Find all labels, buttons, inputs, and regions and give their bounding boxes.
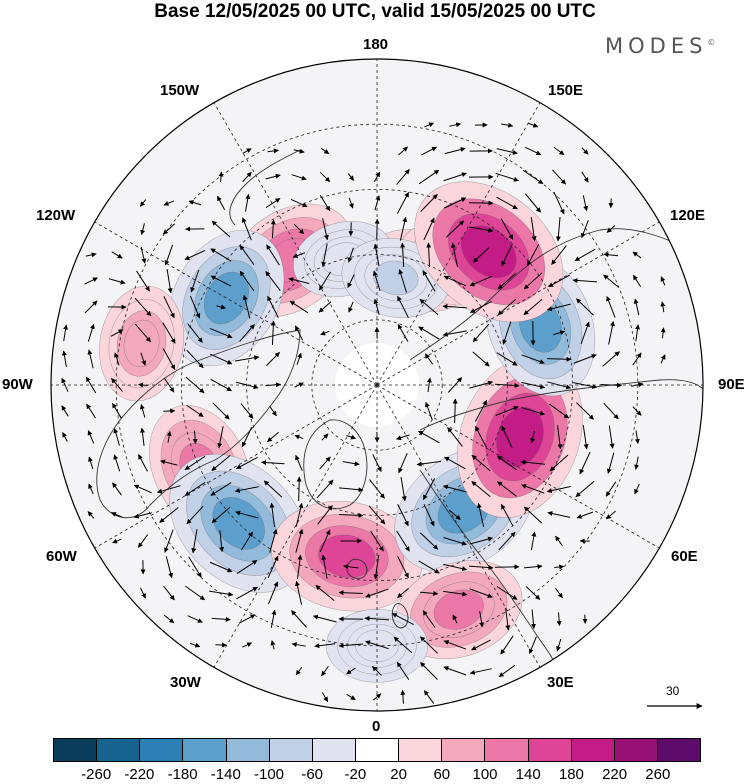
lon-label-30w: 30W — [170, 674, 201, 692]
wind-vector — [377, 219, 378, 239]
wind-vector — [455, 399, 456, 423]
lon-label-150e: 150E — [548, 82, 583, 100]
colorbar-tick-label: -20 — [345, 766, 367, 783]
colorbar-swatch — [528, 739, 571, 761]
colorbar-swatch — [139, 739, 182, 761]
wind-vector — [163, 411, 174, 412]
colorbar-tick-label: 140 — [516, 766, 541, 783]
polar-stereographic-map — [0, 0, 750, 735]
wind-vector — [299, 477, 300, 501]
colorbar-tick-label: 100 — [472, 766, 497, 783]
colorbar-tick-label: -60 — [301, 766, 323, 783]
lon-label-60e: 60E — [671, 548, 698, 566]
colorbar-tick-label: -260 — [81, 766, 111, 783]
lon-label-30e: 30E — [547, 674, 574, 692]
colorbar-swatch — [54, 739, 96, 761]
colorbar — [53, 738, 701, 762]
colorbar-tick-label: -100 — [254, 766, 284, 783]
colorbar-swatch — [226, 739, 269, 761]
colorbar-tick-label: 20 — [390, 766, 407, 783]
colorbar-swatch — [484, 739, 527, 761]
colorbar-tick-label: 180 — [559, 766, 584, 783]
lon-label-120w: 120W — [36, 207, 75, 225]
colorbar-swatch — [441, 739, 484, 761]
colorbar-tick-label: -140 — [211, 766, 241, 783]
colorbar-swatch — [355, 739, 398, 761]
reference-vector-value: 30 — [666, 684, 679, 698]
lon-label-120e: 120E — [670, 207, 705, 225]
colorbar-tick-label: 220 — [602, 766, 627, 783]
colorbar-tick-label: -220 — [124, 766, 154, 783]
colorbar-tick-label: 60 — [433, 766, 450, 783]
lon-label-60w: 60W — [46, 548, 77, 566]
colorbar-swatch — [96, 739, 139, 761]
colorbar-tick-label: 260 — [645, 766, 670, 783]
colorbar-swatch — [269, 739, 312, 761]
wind-vector — [469, 203, 493, 204]
lon-label-180: 180 — [363, 36, 388, 54]
lon-label-0: 0 — [372, 718, 380, 736]
lon-label-90e: 90E — [718, 376, 745, 394]
colorbar-swatch — [657, 739, 700, 761]
colorbar-swatch — [614, 739, 657, 761]
colorbar-swatch — [398, 739, 441, 761]
lon-label-150w: 150W — [160, 82, 199, 100]
lon-label-90w: 90W — [2, 376, 33, 394]
colorbar-swatch — [571, 739, 614, 761]
colorbar-swatch — [312, 739, 355, 761]
colorbar-ticks: -260 -220 -180 -140 -100 -60 -20 20 60 100 140 180 2… — [0, 766, 750, 784]
wind-vector — [495, 567, 519, 568]
colorbar-tick-label: -180 — [168, 766, 198, 783]
colorbar-swatch — [182, 739, 225, 761]
